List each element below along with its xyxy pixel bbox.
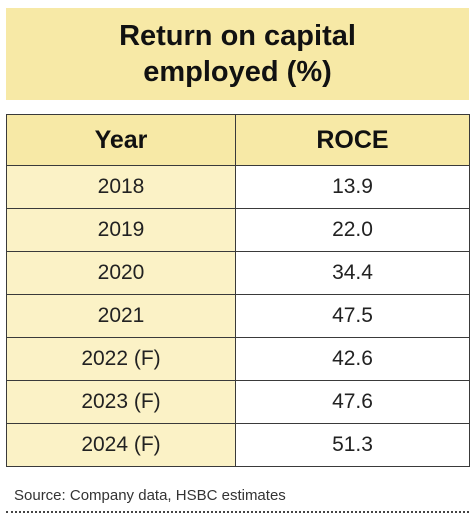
dotted-divider [6,511,469,513]
table-row: 2023 (F) 47.6 [6,380,470,424]
roce-cell: 22.0 [235,208,470,252]
year-cell: 2022 (F) [6,337,236,381]
table-header-row: Year ROCE [6,114,470,166]
table-row: 2018 13.9 [6,165,470,209]
year-cell: 2018 [6,165,236,209]
roce-cell: 51.3 [235,423,470,467]
title-line-2: employed (%) [143,56,332,88]
roce-cell: 13.9 [235,165,470,209]
title-line-1: Return on capital [119,20,356,52]
table-row: 2021 47.5 [6,294,470,338]
table-row: 2022 (F) 42.6 [6,337,470,381]
year-cell: 2024 (F) [6,423,236,467]
chart-title: Return on capital employed (%) [6,8,469,100]
roce-cell: 47.5 [235,294,470,338]
table-row: 2019 22.0 [6,208,470,252]
roce-cell: 34.4 [235,251,470,295]
roce-cell: 47.6 [235,380,470,424]
source-note: Source: Company data, HSBC estimates [14,487,286,504]
year-cell: 2020 [6,251,236,295]
table-row: 2024 (F) 51.3 [6,423,470,467]
table-row: 2020 34.4 [6,251,470,295]
header-year: Year [6,114,236,166]
year-cell: 2021 [6,294,236,338]
year-cell: 2023 (F) [6,380,236,424]
year-cell: 2019 [6,208,236,252]
header-roce: ROCE [235,114,470,166]
roce-table: Year ROCE 2018 13.9 2019 22.0 2020 34.4 … [6,114,470,467]
roce-cell: 42.6 [235,337,470,381]
